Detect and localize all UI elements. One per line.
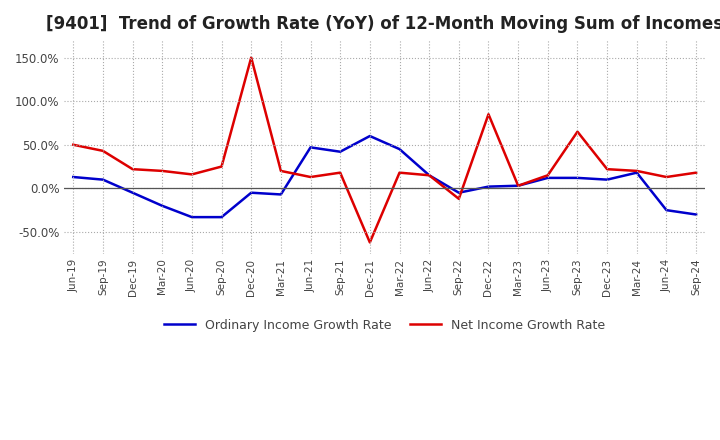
Ordinary Income Growth Rate [454, 190, 463, 195]
Ordinary Income Growth Rate [158, 203, 166, 209]
Ordinary Income Growth Rate [662, 208, 671, 213]
Net Income Growth Rate [514, 183, 523, 188]
Net Income Growth Rate [69, 142, 78, 147]
Ordinary Income Growth Rate [69, 174, 78, 180]
Net Income Growth Rate [128, 166, 137, 172]
Net Income Growth Rate [544, 172, 552, 178]
Line: Ordinary Income Growth Rate: Ordinary Income Growth Rate [73, 136, 696, 217]
Net Income Growth Rate [247, 55, 256, 60]
Net Income Growth Rate [276, 168, 285, 173]
Net Income Growth Rate [395, 170, 404, 175]
Net Income Growth Rate [692, 170, 701, 175]
Net Income Growth Rate [217, 164, 226, 169]
Ordinary Income Growth Rate [247, 190, 256, 195]
Ordinary Income Growth Rate [336, 149, 344, 154]
Ordinary Income Growth Rate [632, 170, 641, 175]
Net Income Growth Rate [573, 129, 582, 134]
Net Income Growth Rate [603, 166, 611, 172]
Title: [9401]  Trend of Growth Rate (YoY) of 12-Month Moving Sum of Incomes: [9401] Trend of Growth Rate (YoY) of 12-… [46, 15, 720, 33]
Net Income Growth Rate [454, 196, 463, 202]
Net Income Growth Rate [632, 168, 641, 173]
Net Income Growth Rate [662, 174, 671, 180]
Ordinary Income Growth Rate [514, 183, 523, 188]
Line: Net Income Growth Rate: Net Income Growth Rate [73, 58, 696, 242]
Legend: Ordinary Income Growth Rate, Net Income Growth Rate: Ordinary Income Growth Rate, Net Income … [158, 314, 611, 337]
Ordinary Income Growth Rate [395, 147, 404, 152]
Ordinary Income Growth Rate [99, 177, 107, 182]
Net Income Growth Rate [188, 172, 197, 177]
Ordinary Income Growth Rate [544, 175, 552, 180]
Ordinary Income Growth Rate [603, 177, 611, 182]
Net Income Growth Rate [158, 168, 166, 173]
Net Income Growth Rate [366, 240, 374, 245]
Ordinary Income Growth Rate [366, 133, 374, 139]
Ordinary Income Growth Rate [425, 172, 433, 178]
Net Income Growth Rate [99, 148, 107, 154]
Net Income Growth Rate [425, 172, 433, 178]
Ordinary Income Growth Rate [692, 212, 701, 217]
Ordinary Income Growth Rate [306, 145, 315, 150]
Ordinary Income Growth Rate [484, 184, 492, 189]
Ordinary Income Growth Rate [217, 214, 226, 220]
Ordinary Income Growth Rate [573, 175, 582, 180]
Net Income Growth Rate [484, 112, 492, 117]
Ordinary Income Growth Rate [128, 190, 137, 195]
Net Income Growth Rate [336, 170, 344, 175]
Ordinary Income Growth Rate [276, 192, 285, 197]
Net Income Growth Rate [306, 174, 315, 180]
Ordinary Income Growth Rate [188, 214, 197, 220]
